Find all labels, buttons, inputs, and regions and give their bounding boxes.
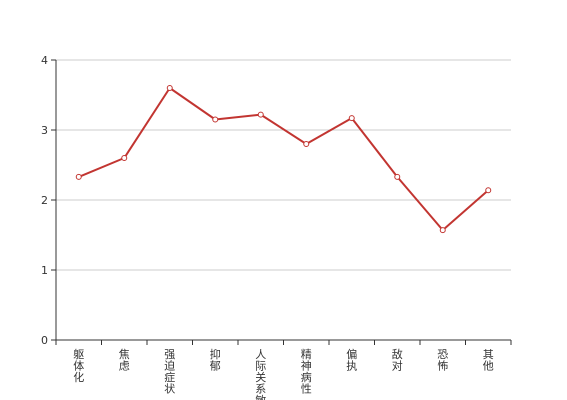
data-point	[166, 85, 173, 91]
y-tick-label: 4	[41, 54, 48, 67]
data-point	[303, 141, 310, 147]
series-layer	[75, 85, 492, 234]
x-tick-label: 焦虑	[119, 348, 130, 373]
y-tick-label: 3	[41, 124, 48, 137]
y-tick-label: 1	[41, 264, 48, 277]
data-point	[485, 187, 492, 194]
data-point	[257, 111, 264, 118]
x-tick-label: 强迫症状	[164, 348, 175, 396]
y-tick-label: 2	[41, 194, 48, 207]
data-point	[121, 155, 128, 161]
series-line	[77, 87, 490, 232]
data-point	[394, 173, 401, 180]
data-point	[212, 116, 219, 123]
x-tick-label: 抑郁	[210, 347, 221, 373]
x-tick-label: 偏执	[346, 347, 357, 373]
axes: 0 1 2 3 4 躯体化 焦虑 强迫症状 抑郁 人际关系敏感 精神病性 偏执 敌对 恐怖 其他	[41, 54, 512, 400]
x-tick-label: 精神病性	[301, 348, 312, 396]
x-tick-label: 敌对	[392, 347, 403, 373]
x-tick-label: 人际关系敏感	[255, 348, 266, 400]
x-tick-label: 躯体化	[73, 348, 84, 384]
data-point	[75, 173, 82, 180]
data-point	[439, 227, 446, 234]
y-tick-label: 0	[41, 334, 48, 347]
data-point	[348, 115, 355, 122]
x-tick-label: 其他	[483, 348, 494, 373]
x-tick-label: 恐怖	[437, 348, 448, 373]
grid-lines	[56, 59, 511, 271]
